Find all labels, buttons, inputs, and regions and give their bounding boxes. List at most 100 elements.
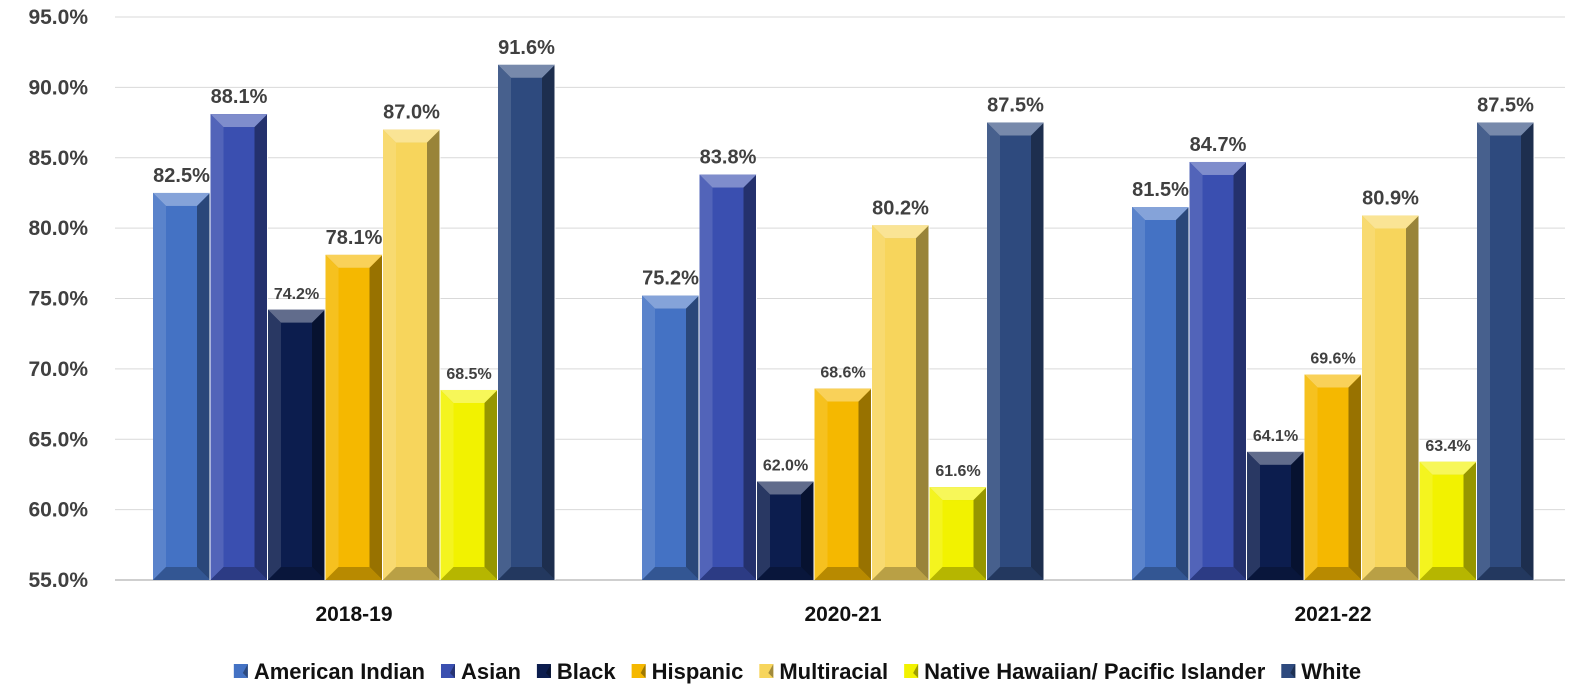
- legend-label: White: [1301, 659, 1361, 684]
- bar-asian-2018-19: [210, 114, 268, 581]
- bar-bevel-right: [1463, 461, 1477, 580]
- legend-swatch-shade: [242, 664, 248, 678]
- bar-asian-2020-21: [699, 174, 757, 580]
- bar-bevel-right: [1406, 215, 1419, 580]
- data-label: 62.0%: [763, 457, 808, 474]
- y-tick-label: 85.0%: [28, 147, 88, 170]
- data-label: 78.1%: [326, 227, 383, 249]
- bar-bevel-top: [642, 295, 699, 309]
- data-label: 88.1%: [211, 86, 268, 108]
- bar-asian-2021-22: [1189, 161, 1247, 580]
- bar-face: [338, 267, 370, 567]
- bar-bevel-bottom: [1477, 567, 1534, 580]
- data-label: 68.6%: [820, 365, 865, 382]
- bar-bevel-right: [801, 481, 814, 580]
- data-label: 61.6%: [935, 463, 980, 480]
- bar-bevel-right: [743, 174, 757, 580]
- legend-item: Asian: [440, 659, 521, 684]
- bar-face: [655, 308, 686, 567]
- bar-face: [1432, 474, 1464, 567]
- bar-bevel-left: [1419, 461, 1433, 580]
- bar-bevel-right: [916, 225, 929, 580]
- bar-face: [1260, 464, 1291, 567]
- bar-bevel-top: [757, 481, 814, 495]
- bar-black-2018-19: [268, 309, 326, 580]
- bar-black-2021-22: [1247, 451, 1305, 580]
- bar-white-2018-19: [498, 64, 556, 581]
- bar-bevel-top: [268, 309, 325, 323]
- bar-face: [770, 494, 801, 567]
- legend-item: Black: [536, 659, 616, 684]
- bar-bevel-bottom: [1189, 567, 1247, 580]
- bar-native-hawaiian-pacific-islander-2018-19: [440, 389, 498, 580]
- bar-bevel-bottom: [872, 567, 929, 580]
- bar-bevel-bottom: [699, 567, 757, 580]
- bar-face: [1000, 135, 1031, 567]
- bar-bevel-bottom: [153, 567, 210, 580]
- bar-multiracial-2020-21: [872, 225, 930, 580]
- bar-bevel-bottom: [383, 567, 440, 580]
- bar-bevel-left: [268, 309, 281, 580]
- bar-bevel-bottom: [498, 567, 555, 580]
- data-label: 75.2%: [642, 268, 699, 290]
- bar-bevel-top: [929, 487, 987, 501]
- x-axis: 2018-19 2020-21 2021-22: [315, 603, 1371, 626]
- legend-item: American Indian: [233, 659, 425, 684]
- bar-black-2020-21: [757, 481, 815, 580]
- bar-face: [1145, 220, 1176, 567]
- bar-bevel-left: [814, 388, 828, 580]
- bar-bevel-top: [1419, 461, 1477, 475]
- legend-item: Native Hawaiian/ Pacific Islander: [904, 659, 1266, 684]
- bar-multiracial-2021-22: [1362, 215, 1420, 580]
- legend-label: Hispanic: [652, 659, 744, 684]
- data-label: 80.2%: [872, 197, 929, 219]
- y-tick-label: 70.0%: [28, 358, 88, 381]
- y-tick-label: 75.0%: [28, 288, 88, 311]
- bar-bevel-left: [325, 254, 339, 580]
- legend-label: Native Hawaiian/ Pacific Islander: [924, 659, 1266, 684]
- y-tick-label: 55.0%: [28, 569, 88, 592]
- bar-bevel-top: [153, 192, 210, 206]
- bar-bevel-right: [197, 192, 210, 580]
- bar-bevel-right: [254, 114, 268, 581]
- bar-bevel-top: [498, 64, 555, 78]
- bar-bevel-bottom: [757, 567, 814, 580]
- bar-bevel-right: [1031, 122, 1044, 580]
- bar-bevel-top: [210, 114, 268, 128]
- bar-bevel-left: [699, 174, 713, 580]
- bar-bevel-left: [1189, 161, 1203, 580]
- bar-face: [885, 238, 916, 567]
- legend-swatch-shade: [768, 664, 774, 678]
- bar-bevel-bottom: [642, 567, 699, 580]
- bar-bevel-top: [987, 122, 1044, 136]
- data-label: 87.5%: [987, 95, 1044, 117]
- bar-face: [511, 77, 542, 567]
- legend-item: White: [1281, 659, 1361, 684]
- legend-swatch-shade: [913, 664, 919, 678]
- bar-bevel-left: [1247, 451, 1260, 580]
- bar-bevel-top: [814, 388, 872, 402]
- bar-face: [942, 500, 974, 567]
- y-tick-label: 60.0%: [28, 499, 88, 522]
- bar-american-indian-2018-19: [153, 192, 211, 580]
- y-tick-label: 90.0%: [28, 76, 88, 99]
- bar-bevel-top: [1362, 215, 1419, 229]
- bar-bevel-top: [325, 254, 383, 268]
- legend-label: Black: [557, 659, 616, 684]
- bar-face: [712, 187, 744, 567]
- bar-bevel-left: [210, 114, 224, 581]
- bar-face: [281, 322, 312, 567]
- bar-bevel-right: [1291, 451, 1304, 580]
- bar-bevel-left: [498, 64, 511, 581]
- bar-bevel-right: [1348, 374, 1362, 580]
- data-label: 91.6%: [498, 37, 555, 59]
- bar-face: [396, 142, 427, 567]
- bar-bevel-bottom: [325, 567, 383, 580]
- data-label: 82.5%: [153, 165, 210, 187]
- data-label: 64.1%: [1253, 428, 1298, 445]
- bar-bevel-bottom: [929, 567, 987, 580]
- bar-bevel-top: [1304, 374, 1362, 388]
- bar-bevel-left: [1362, 215, 1375, 580]
- bar-bevel-right: [973, 487, 987, 580]
- y-tick-label: 95.0%: [28, 6, 88, 29]
